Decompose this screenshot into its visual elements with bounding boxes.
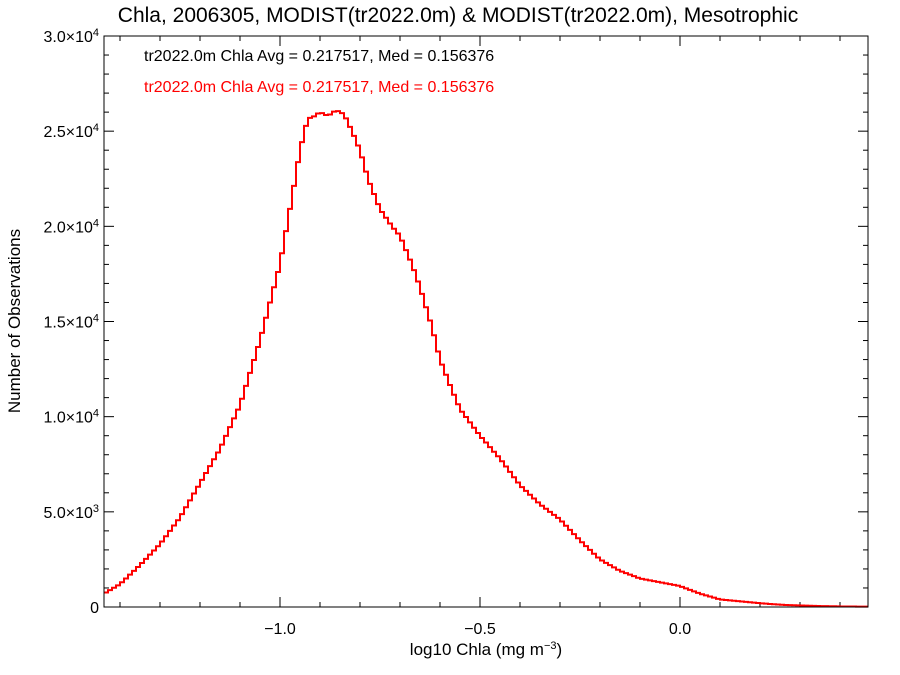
chart-title: Chla, 2006305, MODIST(tr2022.0m) & MODIS… — [118, 4, 798, 27]
y-tick-mantissa: 0 — [90, 600, 99, 617]
y-tick-exponent: 4 — [93, 217, 99, 229]
series-layer — [104, 110, 868, 608]
y-tick-label: 0 — [90, 600, 99, 617]
y-tick-exponent: 3 — [93, 503, 99, 515]
y-tick-mantissa: 1.0×10 — [43, 410, 92, 427]
x-tick-label: 0.0 — [669, 621, 691, 638]
y-tick-mantissa: 3.0×10 — [43, 29, 92, 46]
y-tick-exponent: 4 — [93, 27, 99, 39]
y-tick-exponent: 4 — [93, 408, 99, 420]
y-tick-mantissa: 2.5×10 — [43, 124, 92, 141]
stats-annotation-black: tr2022.0m Chla Avg = 0.217517, Med = 0.1… — [144, 48, 494, 65]
x-axis-label-sup: −3 — [544, 640, 557, 652]
tick-labels: 05.0×1031.0×1041.5×1042.0×1042.5×1043.0×… — [43, 27, 691, 638]
y-tick-exponent: 4 — [93, 313, 99, 325]
y-tick-label: 5.0×103 — [43, 503, 99, 522]
y-tick-label: 1.5×104 — [43, 313, 99, 332]
y-tick-label: 1.0×104 — [43, 408, 99, 427]
y-tick-label: 2.0×104 — [43, 217, 99, 236]
stats-annotation-red: tr2022.0m Chla Avg = 0.217517, Med = 0.1… — [144, 79, 494, 96]
x-axis-label-end: ) — [557, 640, 563, 659]
y-tick-label: 3.0×104 — [43, 27, 99, 46]
y-axis-label: Number of Observations — [5, 229, 24, 413]
y-tick-mantissa: 5.0×10 — [43, 505, 92, 522]
y-tick-mantissa: 1.5×10 — [43, 315, 92, 332]
y-tick-label: 2.5×104 — [43, 122, 99, 141]
x-tick-label: −0.5 — [464, 621, 496, 638]
y-tick-mantissa: 2.0×10 — [43, 219, 92, 236]
series-line — [104, 110, 868, 608]
y-tick-exponent: 4 — [93, 122, 99, 134]
x-axis-label-base: log10 Chla (mg m — [410, 640, 544, 659]
plot-frame — [103, 35, 869, 608]
x-axis-label: log10 Chla (mg m−3) — [410, 640, 562, 659]
axis-ticks — [104, 35, 868, 608]
x-tick-label: −1.0 — [264, 621, 296, 638]
